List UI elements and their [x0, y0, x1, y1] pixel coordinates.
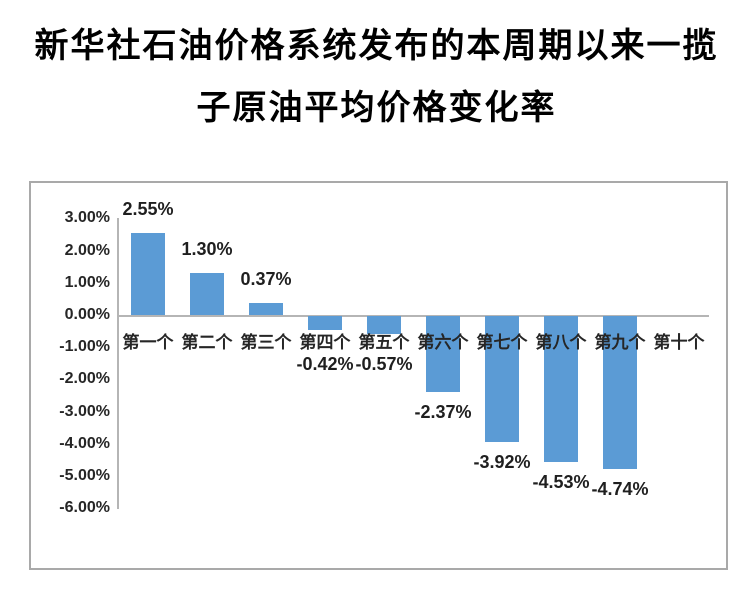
data-label: -4.74% — [591, 478, 649, 499]
bar — [249, 303, 283, 315]
bar — [190, 273, 224, 315]
category-label: 第二个 — [181, 333, 233, 352]
category-label: 第三个 — [240, 333, 292, 352]
category-label: 第一个 — [122, 333, 174, 352]
bar — [426, 316, 460, 393]
data-label: -2.37% — [414, 402, 472, 423]
category-label: 第九个 — [594, 333, 646, 352]
chart-frame: 3.00% 2.00% 1.00% 0.00% -1.00% -2.00% -3.00% -4… — [29, 181, 728, 570]
y-tick-label: -3.00% — [59, 402, 110, 420]
category-label: 第八个 — [535, 333, 587, 352]
data-label: -3.92% — [473, 452, 531, 473]
chart-title-line1: 新华社石油价格系统发布的本周期以来一揽 — [34, 26, 719, 66]
data-label: -0.42% — [296, 354, 354, 374]
y-tick-label: -4.00% — [59, 434, 110, 452]
x-axis-zero-line — [117, 315, 709, 317]
category-label: 第五个 — [358, 333, 410, 352]
y-tick-label: 2.00% — [64, 241, 110, 259]
y-axis-line — [117, 218, 119, 509]
data-label: -4.53% — [532, 471, 590, 492]
data-label: 2.55% — [122, 198, 174, 219]
bar — [544, 316, 578, 462]
data-label: -0.57% — [355, 354, 413, 374]
y-tick-label: -1.00% — [59, 338, 110, 356]
y-tick-label: -5.00% — [59, 467, 110, 484]
chart-title-line2: 子原油平均价格变化率 — [196, 88, 557, 128]
data-label: 1.30% — [181, 239, 233, 260]
category-label: 第六个 — [417, 333, 469, 352]
y-tick-label: 3.00% — [64, 209, 110, 227]
bar — [485, 316, 519, 443]
y-tick-label: -2.00% — [59, 370, 110, 388]
category-label: 第七个 — [476, 333, 528, 352]
bar — [308, 316, 342, 330]
category-label: 第十个 — [653, 333, 705, 352]
bar — [131, 232, 165, 315]
data-label: 0.37% — [240, 269, 292, 290]
y-tick-label: 1.00% — [64, 273, 110, 291]
category-label: 第四个 — [299, 333, 351, 352]
y-tick-label: 0.00% — [64, 306, 110, 323]
bar — [367, 316, 401, 335]
y-tick-label: -6.00% — [59, 499, 110, 517]
bar — [603, 316, 637, 469]
